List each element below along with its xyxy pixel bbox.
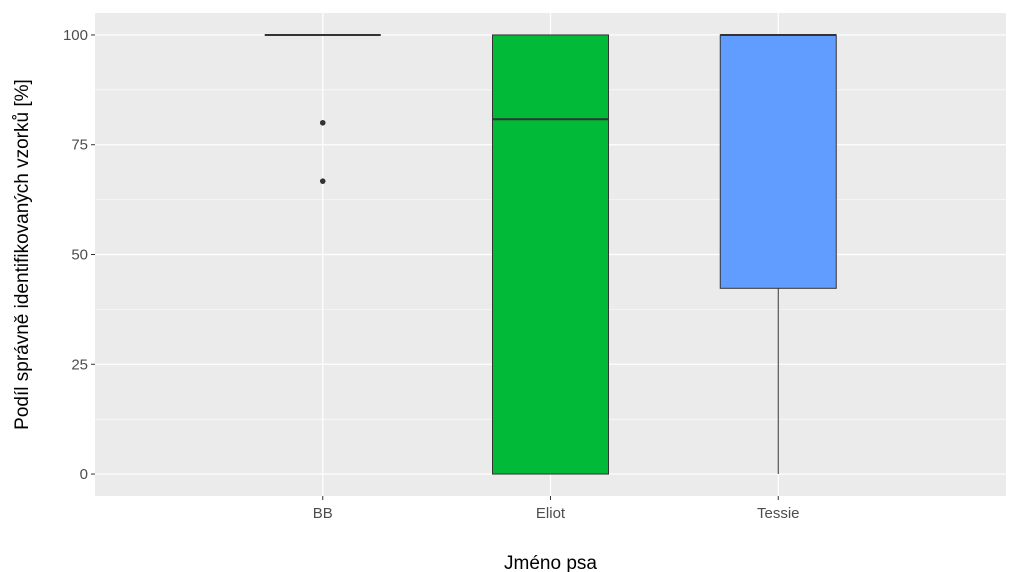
- outlier-point: [319, 119, 326, 126]
- y-tick-label: 50: [71, 247, 88, 264]
- box-tessie: [719, 33, 837, 475]
- box-body: [492, 34, 609, 475]
- y-axis: 0 25 50 75 100: [63, 27, 95, 483]
- boxes-layer: [264, 33, 837, 475]
- x-axis-title: Jméno psa: [504, 553, 597, 572]
- y-axis-title: Podíl správně identifikovaných vzorků [%…: [12, 79, 33, 430]
- y-tick-label: 0: [80, 466, 88, 483]
- y-tick-label: 25: [71, 356, 88, 373]
- x-tick-label: Tessie: [757, 505, 800, 522]
- box-eliot: [492, 34, 609, 475]
- x-tick-label: Eliot: [536, 505, 566, 522]
- x-tick-label: BB: [313, 505, 333, 522]
- box-bb: [264, 33, 381, 184]
- outlier-point: [319, 178, 326, 184]
- x-axis: BB Eliot Tessie: [313, 496, 800, 522]
- y-tick-label: 100: [63, 27, 88, 44]
- y-tick-label: 75: [71, 137, 88, 154]
- box-body: [719, 34, 837, 289]
